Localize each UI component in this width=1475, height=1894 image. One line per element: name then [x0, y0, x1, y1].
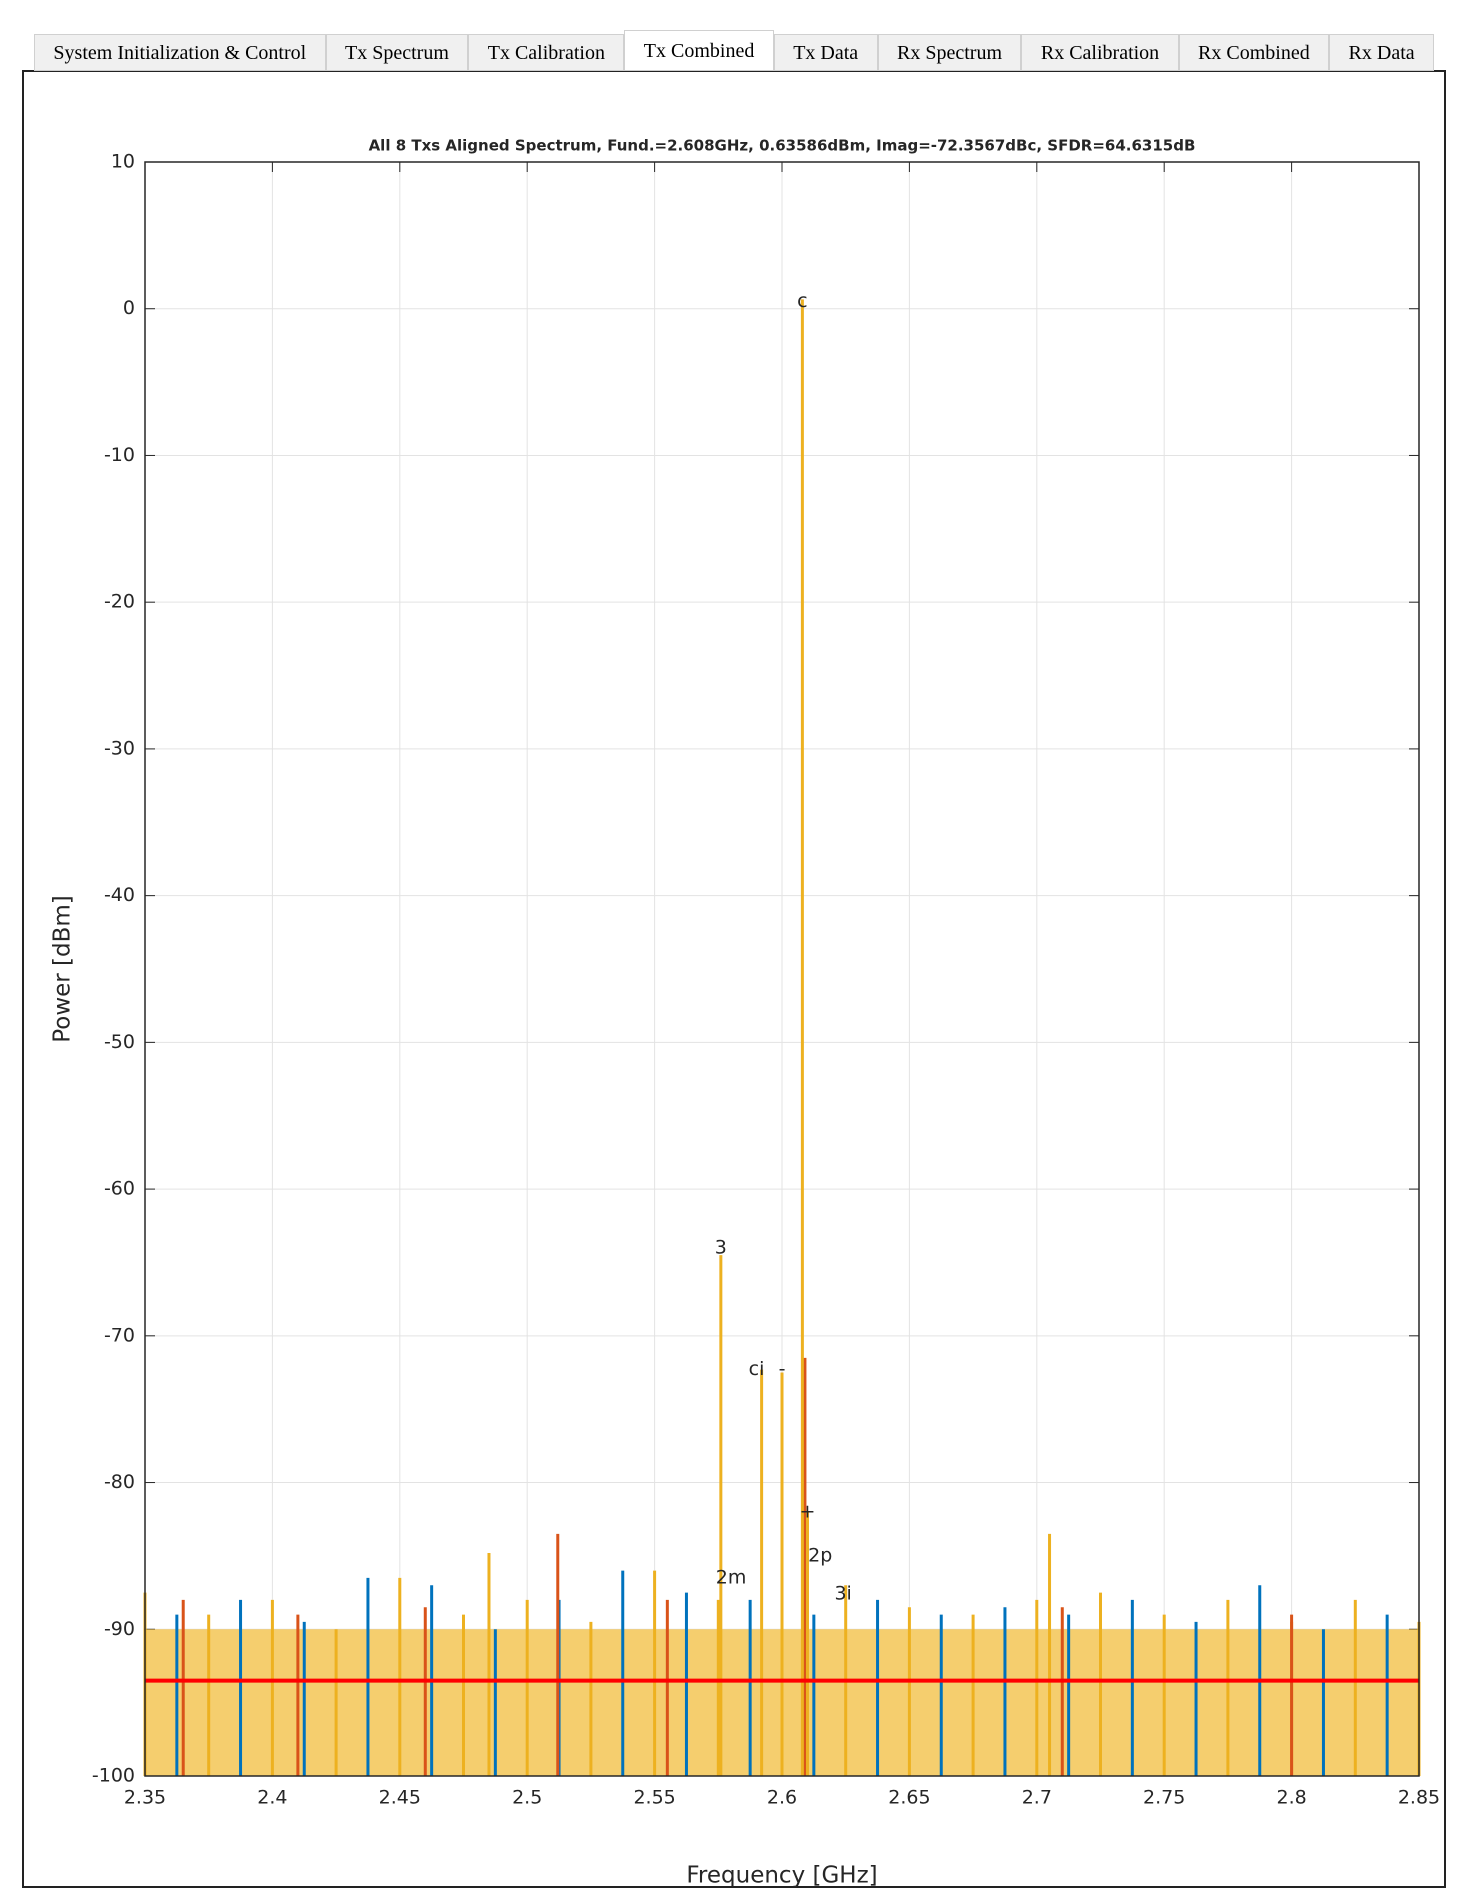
x-tick-label: 2.85: [1398, 1787, 1440, 1809]
x-tick-label: 2.75: [1143, 1787, 1185, 1809]
panel-frame: [22, 70, 1446, 1888]
x-tick-label: 2.6: [767, 1787, 797, 1809]
tab[interactable]: Rx Data: [1329, 34, 1435, 70]
tab[interactable]: Rx Calibration: [1021, 34, 1179, 70]
x-tick-label: 2.7: [1022, 1787, 1052, 1809]
y-tick-label: 0: [123, 297, 135, 319]
peak-annotation: 3: [715, 1236, 727, 1258]
y-tick-label: -20: [104, 591, 135, 613]
tab[interactable]: Tx Spectrum: [325, 34, 469, 70]
x-tick-label: 2.55: [633, 1787, 675, 1809]
peak-annotation: 2p: [808, 1544, 832, 1566]
peak-annotation: 3i: [834, 1583, 851, 1605]
tab-bar: System Initialization & Control Tx Spectr…: [34, 30, 1435, 71]
chart-title: All 8 Txs Aligned Spectrum, Fund.=2.608G…: [369, 137, 1196, 155]
y-tick-label: -100: [92, 1765, 135, 1787]
x-tick-label: 2.8: [1276, 1787, 1306, 1809]
peak-annotation: 2m: [716, 1566, 747, 1588]
plot-box: [144, 161, 1420, 1777]
peak-annotation: c: [797, 290, 807, 312]
x-tick-label: 2.45: [379, 1787, 421, 1809]
y-tick-label: -10: [104, 444, 135, 466]
tab[interactable]: Tx Calibration: [468, 34, 625, 70]
x-tick-label: 2.35: [124, 1787, 166, 1809]
x-axis-label: Frequency [GHz]: [686, 1863, 877, 1889]
tab[interactable]: Tx Data: [773, 34, 878, 70]
y-tick-label: -50: [104, 1031, 135, 1053]
peak-annotation: ci: [749, 1358, 765, 1380]
y-tick-label: -40: [104, 884, 135, 906]
peak-annotation: -: [779, 1358, 786, 1380]
y-tick-label: 10: [111, 151, 135, 173]
tab[interactable]: Tx Combined: [624, 30, 774, 70]
y-tick-label: -80: [104, 1471, 135, 1493]
tab[interactable]: Rx Combined: [1178, 34, 1330, 70]
x-tick-label: 2.4: [257, 1787, 287, 1809]
x-tick-label: 2.65: [888, 1787, 930, 1809]
y-tick-label: -60: [104, 1178, 135, 1200]
tab[interactable]: Rx Spectrum: [877, 34, 1022, 70]
x-tick-label: 2.5: [512, 1787, 542, 1809]
peak-annotation: +: [800, 1500, 816, 1522]
y-tick-label: -70: [104, 1324, 135, 1346]
y-tick-label: -90: [104, 1618, 135, 1640]
tab[interactable]: System Initialization & Control: [34, 34, 326, 70]
y-tick-label: -30: [104, 737, 135, 759]
y-axis-label: Power [dBm]: [50, 895, 76, 1043]
